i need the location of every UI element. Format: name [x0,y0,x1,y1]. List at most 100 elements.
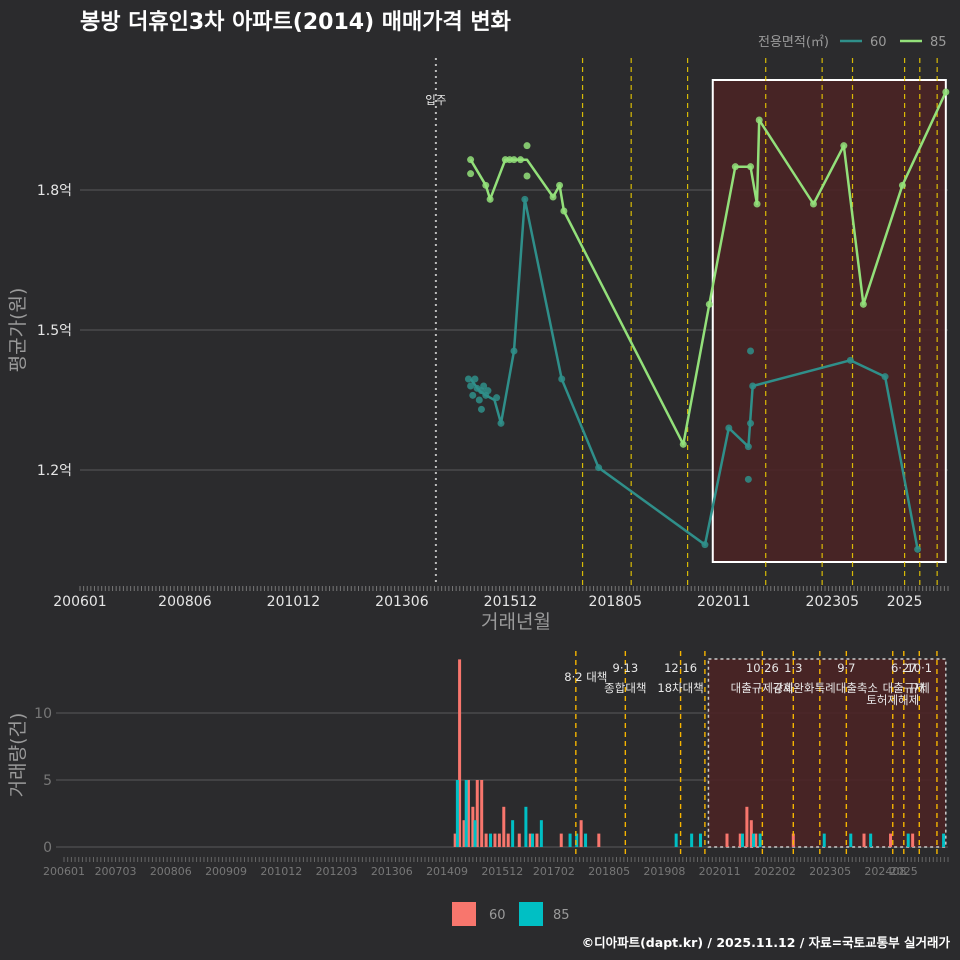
x-tick-label: 201805 [589,594,642,610]
volume-bar-60 [528,833,532,847]
volume-bar-85 [575,833,579,847]
data-point-85 [898,181,906,189]
x-tick-label: 202011 [697,594,750,610]
volume-bar-85 [584,833,588,847]
data-point-60 [469,391,477,399]
volume-x-tick-label: 201805 [588,865,630,878]
volume-x-tick-label: 201702 [533,865,575,878]
series-line-60 [469,198,919,550]
volume-bar-60 [535,833,539,847]
volume-x-tick-label: 200806 [150,865,192,878]
event-label: 특례대출축소 [815,681,878,695]
event-date: 1·3 [784,661,802,675]
volume-x-tick-label: 201306 [371,865,413,878]
volume-x-tick-label: 202408 [864,865,906,878]
volume-bar-60 [738,833,742,847]
data-point-85 [755,116,763,124]
volume-bar-60 [466,780,470,847]
volume-bar-85 [568,833,572,847]
data-point-60 [471,375,479,383]
data-point-60 [558,375,566,383]
volume-bar-85 [455,780,459,847]
x-tick-label: 201306 [375,594,429,610]
volume-x-tick-label: 201203 [316,865,358,878]
event-date: 6·27 [891,661,917,675]
data-point-85 [859,300,867,308]
volume-y-tick-label: 10 [34,706,52,722]
data-point-60 [914,545,922,553]
volume-bar-60 [475,780,479,847]
data-point-85 [467,156,475,164]
event-label: 8·2 대책 [564,670,607,684]
volume-y-tick-label: 5 [43,773,52,789]
data-point-85 [523,142,531,150]
y-tick-label: 1.8억 [37,183,72,199]
volume-bar-60 [559,833,563,847]
legend-label-85: 85 [930,35,947,50]
line-legend: 전용면적(㎡) 60 85 [758,35,947,50]
data-point-85 [549,193,557,201]
volume-bar-85 [822,833,826,847]
y-axis-title: 평균가(원) [7,288,29,373]
volume-bar-85 [674,833,678,847]
occupancy-label: 입주 [425,93,446,107]
volume-x-tick-label: 202305 [809,865,851,878]
event-label: 종합대책 [604,681,646,695]
y-tick-label: 1.5억 [37,323,72,339]
event-date: 10·26 [746,661,779,675]
volume-bar-60 [754,833,758,847]
volume-bar-85 [698,833,702,847]
volume-bar-60 [493,833,497,847]
volume-x-tick-label: 200601 [43,865,85,878]
volume-bar-85 [511,820,515,847]
volume-bar-60 [597,833,601,847]
event-date: 10·1 [906,661,932,675]
volume-bar-60 [484,833,488,847]
volume-bar-85 [690,833,694,847]
volume-bar-60 [579,820,583,847]
x-tick-label: 2025 [887,594,923,610]
volume-x-tick-label: 201012 [260,865,302,878]
volume-panel: 0 5 10 8·2 대책 9·13 종합대책 12·16 18차대책 10·26 대출규제강화 1… [34,651,949,878]
data-point-60 [475,396,483,404]
bar-legend-label-85: 85 [553,908,570,923]
data-point-60 [493,394,501,402]
data-point-85 [809,200,817,208]
volume-bar-85 [869,833,873,847]
event-label: 규제 [909,681,930,695]
data-point-85 [486,195,494,203]
data-point-60 [477,405,485,413]
volume-bar-60 [462,820,466,847]
data-point-60 [521,195,529,203]
data-point-60 [510,347,518,355]
volume-bar-60 [480,780,484,847]
x-tick-label: 202305 [806,594,859,610]
volume-bar-60 [502,806,506,847]
volume-x-tick-label: 2025 [890,865,918,878]
data-point-85 [523,172,531,180]
volume-x-tick-label: 200703 [95,865,137,878]
data-point-85 [556,181,564,189]
volume-bar-85 [473,820,477,847]
volume-bar-85 [758,833,762,847]
data-point-85 [467,170,475,178]
data-point-85 [731,163,739,171]
data-point-85 [747,163,755,171]
data-point-60 [497,419,505,427]
data-point-60 [747,419,755,427]
volume-bar-85 [489,833,493,847]
legend-swatch-60 [452,902,476,926]
volume-bar-85 [906,833,910,847]
bar-legend-label-60: 60 [489,908,506,923]
volume-bar-85 [531,833,535,847]
data-point-60 [467,382,475,390]
data-point-85 [510,156,518,164]
volume-bar-60 [749,820,753,847]
data-point-60 [881,373,889,381]
credit: ©디아파트(dapt.kr) / 2025.11.12 / 자료=국토교통부 실… [582,935,951,950]
event-label: 토허제해제 [866,693,919,707]
y-tick-label: 1.2억 [37,463,72,479]
volume-bar-60 [458,659,462,847]
data-point-85 [679,440,687,448]
